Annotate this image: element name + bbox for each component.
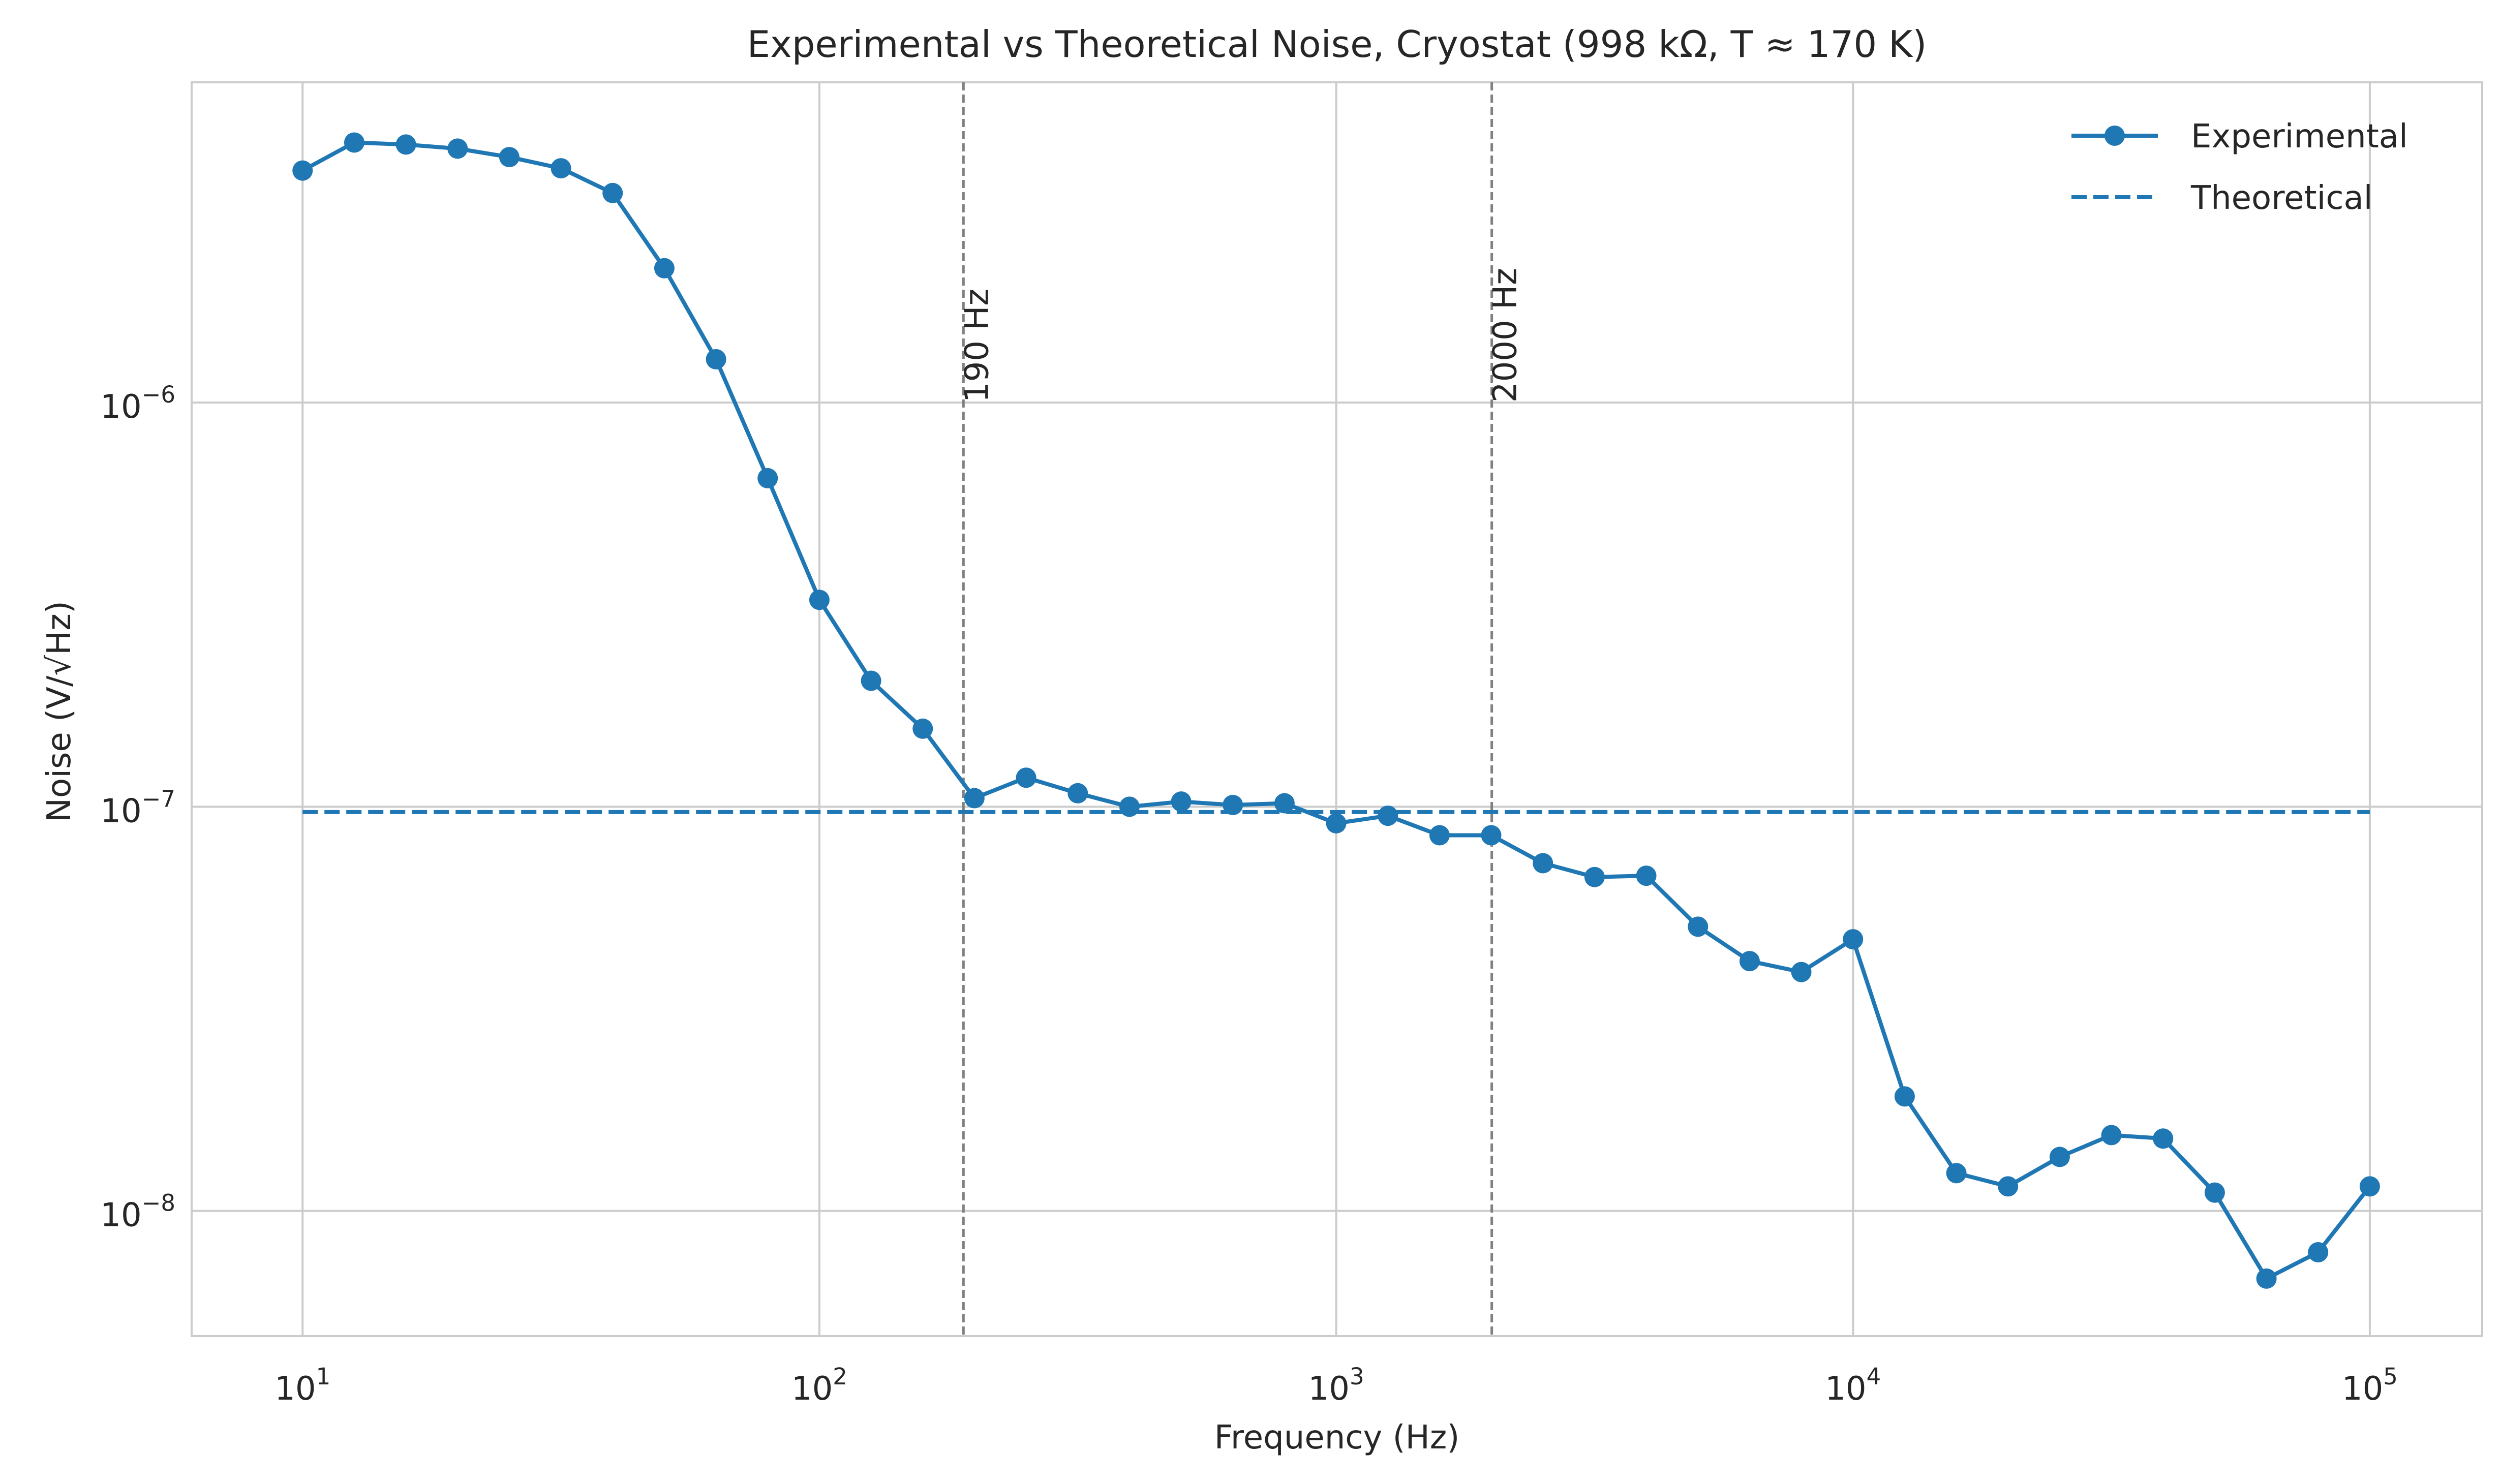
data-point xyxy=(1636,865,1657,886)
data-point xyxy=(1584,867,1605,887)
reference-lines: 190 Hz 2000 Hz xyxy=(958,82,1524,1336)
data-point xyxy=(2153,1128,2174,1149)
legend-label-theoretical: Theoretical xyxy=(2190,179,2373,217)
data-point xyxy=(1068,783,1088,803)
data-point xyxy=(1171,791,1192,812)
data-point xyxy=(395,134,416,155)
data-point xyxy=(1946,1163,1967,1184)
x-tick-label: 103 xyxy=(1308,1363,1364,1408)
legend-label-experimental: Experimental xyxy=(2191,118,2408,156)
y-axis-label: Noise (V/√Hz) xyxy=(41,601,78,822)
data-point xyxy=(344,132,364,153)
series-layer xyxy=(292,132,2380,1289)
data-point xyxy=(706,349,726,369)
data-point xyxy=(499,147,520,168)
tick-labels: 101 102 103 104 105 10−8 10−7 10−6 xyxy=(100,381,2398,1408)
data-point xyxy=(1791,962,1812,982)
grid xyxy=(192,82,2482,1336)
data-point xyxy=(1481,825,1502,846)
data-point xyxy=(1533,853,1553,874)
data-point xyxy=(1274,793,1295,814)
x-tick-label: 102 xyxy=(791,1363,847,1408)
x-tick-label: 104 xyxy=(1825,1363,1881,1408)
data-point xyxy=(861,670,881,691)
data-point xyxy=(1688,916,1709,937)
plot-frame xyxy=(191,81,2483,1337)
data-point xyxy=(1378,806,1398,826)
vline-label-1: 2000 Hz xyxy=(1487,268,1524,403)
data-point xyxy=(1739,951,1760,972)
x-tick-label: 105 xyxy=(2342,1363,2398,1408)
data-point xyxy=(757,468,778,488)
data-point xyxy=(1998,1176,2019,1197)
chart-title: Experimental vs Theoretical Noise, Cryos… xyxy=(747,23,1927,66)
data-point xyxy=(551,158,571,179)
data-point xyxy=(1016,767,1036,788)
legend-marker-experimental xyxy=(2104,126,2125,146)
data-point xyxy=(2204,1182,2225,1203)
data-point xyxy=(292,160,313,181)
data-point xyxy=(447,138,468,159)
y-tick-label: 10−8 xyxy=(100,1190,175,1234)
y-tick-label: 10−7 xyxy=(100,785,175,830)
data-point xyxy=(1843,929,1864,950)
data-point xyxy=(2359,1176,2380,1197)
data-point xyxy=(964,788,985,809)
y-tick-label: 10−6 xyxy=(100,381,175,426)
data-point xyxy=(912,718,933,739)
data-point xyxy=(602,182,623,203)
data-point xyxy=(2256,1268,2277,1289)
data-point xyxy=(1326,813,1347,833)
x-tick-label: 101 xyxy=(274,1363,330,1408)
data-point xyxy=(2101,1125,2122,1146)
data-point xyxy=(2308,1242,2329,1263)
data-point xyxy=(1429,825,1450,846)
legend: Experimental Theoretical xyxy=(2071,118,2408,217)
data-point xyxy=(809,590,830,610)
data-point xyxy=(654,258,675,279)
x-axis-label: Frequency (Hz) xyxy=(1214,1419,1460,1457)
data-point xyxy=(2049,1147,2070,1167)
data-point xyxy=(1894,1086,1915,1107)
vline-label-0: 190 Hz xyxy=(958,289,996,403)
